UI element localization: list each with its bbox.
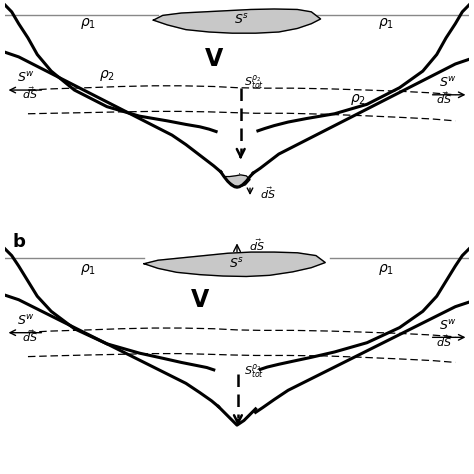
Text: $S^w$: $S^w$ — [17, 71, 35, 85]
Polygon shape — [144, 252, 325, 276]
Polygon shape — [224, 175, 250, 187]
Text: $S^b$: $S^b$ — [230, 171, 244, 188]
Text: $S_{tot}^{\rho_2}$: $S_{tot}^{\rho_2}$ — [244, 363, 264, 381]
Text: $\vec{dS}$: $\vec{dS}$ — [22, 86, 38, 101]
Text: $\rho_1$: $\rho_1$ — [80, 16, 96, 31]
Text: $\rho_2$: $\rho_2$ — [350, 92, 366, 107]
Text: $\rho_1$: $\rho_1$ — [80, 262, 96, 277]
Text: $S^s$: $S^s$ — [234, 13, 249, 27]
Text: $S_{tot}^{\rho_2}$: $S_{tot}^{\rho_2}$ — [244, 74, 264, 92]
Text: $\vec{dS}$: $\vec{dS}$ — [436, 333, 452, 349]
Text: $\vec{dS}$: $\vec{dS}$ — [22, 328, 38, 344]
Text: $S^w$: $S^w$ — [17, 314, 35, 328]
Text: $S^w$: $S^w$ — [439, 319, 457, 333]
Text: $\vec{dS}$: $\vec{dS}$ — [248, 237, 264, 253]
Text: $\mathbf{V}$: $\mathbf{V}$ — [190, 288, 210, 312]
Text: $\mathbf{b}$: $\mathbf{b}$ — [12, 233, 26, 251]
Text: $\rho_1$: $\rho_1$ — [378, 16, 394, 31]
Text: $S^s$: $S^s$ — [229, 257, 245, 271]
Text: $\mathbf{V}$: $\mathbf{V}$ — [204, 47, 224, 71]
Text: $S^w$: $S^w$ — [439, 76, 457, 90]
Text: $\rho_1$: $\rho_1$ — [378, 262, 394, 277]
Text: $\vec{dS}$: $\vec{dS}$ — [436, 91, 452, 106]
Text: $\rho_2$: $\rho_2$ — [99, 68, 115, 83]
Text: $\vec{dS}$: $\vec{dS}$ — [260, 185, 276, 201]
Polygon shape — [154, 9, 320, 33]
